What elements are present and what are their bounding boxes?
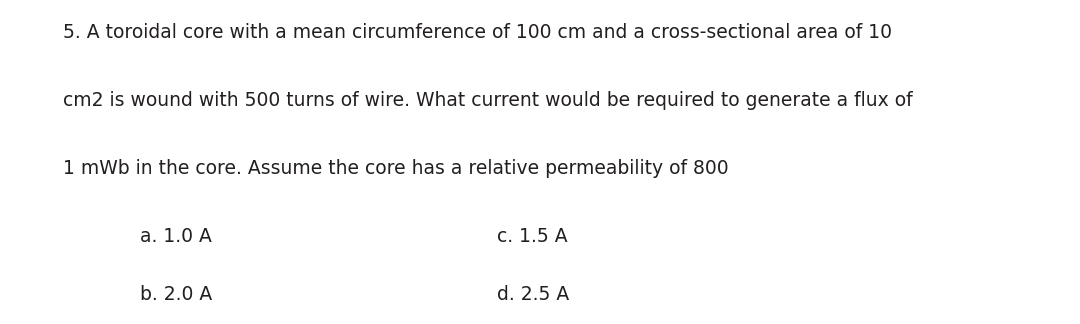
Text: a. 1.0 A: a. 1.0 A: [140, 227, 213, 246]
Text: 1 mWb in the core. Assume the core has a relative permeability of 800: 1 mWb in the core. Assume the core has a…: [63, 159, 728, 178]
Text: 5. A toroidal core with a mean circumference of 100 cm and a cross-sectional are: 5. A toroidal core with a mean circumfer…: [63, 23, 892, 42]
Text: b. 2.0 A: b. 2.0 A: [140, 285, 213, 304]
Text: d. 2.5 A: d. 2.5 A: [497, 285, 569, 304]
Text: c. 1.5 A: c. 1.5 A: [497, 227, 567, 246]
Text: cm2 is wound with 500 turns of wire. What current would be required to generate : cm2 is wound with 500 turns of wire. Wha…: [63, 91, 913, 110]
